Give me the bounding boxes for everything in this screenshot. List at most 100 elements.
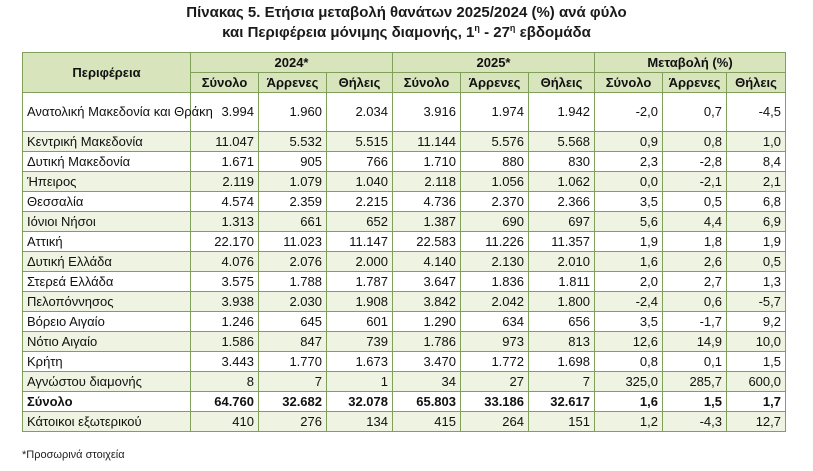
value-cell: 11.047: [190, 131, 259, 152]
value-cell: 2.010: [528, 251, 595, 272]
value-cell: 0,0: [594, 171, 663, 192]
value-cell: 3.916: [392, 92, 461, 132]
value-cell: 1,9: [594, 231, 663, 252]
region-name-cell: Κάτοικοι εξωτερικού: [22, 411, 191, 432]
header-2024-total: Σύνολο: [190, 72, 259, 93]
value-cell: 0,1: [662, 351, 727, 372]
value-cell: 1.246: [190, 311, 259, 332]
value-cell: 5.576: [460, 131, 529, 152]
value-cell: 5.568: [528, 131, 595, 152]
value-cell: 1.800: [528, 291, 595, 312]
value-cell: 656: [528, 311, 595, 332]
value-cell: 8,4: [726, 151, 786, 172]
table-row: Κρήτη 3.443 1.770 1.673 3.470 1.772 1.698 0,8 0,…: [22, 351, 786, 372]
value-cell: 264: [460, 411, 529, 432]
title-superscript-2: η: [509, 23, 516, 33]
value-cell: 0,6: [662, 291, 727, 312]
value-cell: 1.040: [326, 171, 393, 192]
table-row: Δυτική Ελλάδα 4.076 2.076 2.000 4.140 2.130 2.…: [22, 251, 786, 272]
table-row: Δυτική Μακεδονία 1.671 905 766 1.710 880 830 2,…: [22, 151, 786, 172]
value-cell: 32.617: [528, 391, 595, 412]
value-cell: 1.673: [326, 351, 393, 372]
table-title-line-2: και Περιφέρεια μόνιμης διαμονής, 1η - 27…: [0, 23, 813, 43]
region-name-cell: Ιόνιοι Νήσοι: [22, 211, 191, 232]
region-name-cell: Θεσσαλία: [22, 191, 191, 212]
value-cell: 415: [392, 411, 461, 432]
value-cell: 1.786: [392, 331, 461, 352]
value-cell: 9,2: [726, 311, 786, 332]
value-cell: 601: [326, 311, 393, 332]
region-name-cell: Δυτική Ελλάδα: [22, 251, 191, 272]
table-row: Νότιο Αιγαίο 1.586 847 739 1.786 973 813 12,6 14…: [22, 331, 786, 352]
title-superscript-1: η: [474, 23, 480, 33]
title-line-2-mid: - 27: [479, 24, 510, 41]
value-cell: 0,9: [594, 131, 663, 152]
value-cell: 3.842: [392, 291, 461, 312]
table-row: Αττική 22.170 11.023 11.147 22.583 11.226 11.3…: [22, 231, 786, 252]
value-cell: 11.144: [392, 131, 461, 152]
value-cell: 1.710: [392, 151, 461, 172]
value-cell: 65.803: [392, 391, 461, 412]
value-cell: 11.147: [326, 231, 393, 252]
value-cell: 3,5: [594, 191, 663, 212]
value-cell: 11.023: [258, 231, 327, 252]
header-2024-female: Θήλεις: [326, 72, 393, 93]
table-row: Ανατολική Μακεδονία και Θράκη 3.994 1.960 2…: [22, 92, 786, 132]
value-cell: 285,7: [662, 371, 727, 392]
value-cell: 64.760: [190, 391, 259, 412]
table-row-total: Σύνολο 64.760 32.682 32.078 65.803 33.186 32.6…: [22, 391, 786, 412]
title-line-2-prefix: και Περιφέρεια μόνιμης διαμονής, 1: [222, 24, 475, 41]
value-cell: -2,8: [662, 151, 727, 172]
value-cell: 1,5: [726, 351, 786, 372]
table-row: Πελοπόννησος 3.938 2.030 1.908 3.842 2.042 1.8…: [22, 291, 786, 312]
value-cell: 0,5: [662, 191, 727, 212]
region-name-cell: Κεντρική Μακεδονία: [22, 131, 191, 152]
value-cell: 5.532: [258, 131, 327, 152]
value-cell: 2,7: [662, 271, 727, 292]
value-cell: 847: [258, 331, 327, 352]
value-cell: 10,0: [726, 331, 786, 352]
value-cell: 600,0: [726, 371, 786, 392]
value-cell: 1.290: [392, 311, 461, 332]
value-cell: 4,4: [662, 211, 727, 232]
value-cell: 1.772: [460, 351, 529, 372]
value-cell: -2,0: [594, 92, 663, 132]
region-name-cell: Βόρειο Αιγαίο: [22, 311, 191, 332]
value-cell: 634: [460, 311, 529, 332]
table-row: Ιόνιοι Νήσοι 1.313 661 652 1.387 690 697 5,6 4,4…: [22, 211, 786, 232]
value-cell: 2.030: [258, 291, 327, 312]
value-cell: 905: [258, 151, 327, 172]
value-cell: 3,5: [594, 311, 663, 332]
value-cell: 1.313: [190, 211, 259, 232]
value-cell: 2.119: [190, 171, 259, 192]
value-cell: 2.000: [326, 251, 393, 272]
header-row-groups: Περιφέρεια 2024* 2025* Μεταβολή (%): [22, 52, 786, 93]
value-cell: 1,0: [726, 131, 786, 152]
table-row: Κάτοικοι εξωτερικού 410 276 134 415 264 151 1,2…: [22, 411, 786, 432]
value-cell: 1.908: [326, 291, 393, 312]
region-name-cell: Ανατολική Μακεδονία και Θράκη: [22, 92, 213, 132]
value-cell: 134: [326, 411, 393, 432]
value-cell: 12,6: [594, 331, 663, 352]
value-cell: 2.034: [326, 92, 393, 132]
table-title-line-1: Πίνακας 5. Ετήσια μεταβολή θανάτων 2025/…: [186, 4, 627, 21]
header-group-change: Μεταβολή (%): [594, 52, 786, 73]
value-cell: 1.836: [460, 271, 529, 292]
value-cell: 2.215: [326, 191, 393, 212]
value-cell: 0,8: [662, 131, 727, 152]
value-cell: 11.226: [460, 231, 529, 252]
value-cell: 151: [528, 411, 595, 432]
value-cell: 1.387: [392, 211, 461, 232]
value-cell: 2.042: [460, 291, 529, 312]
value-cell: 27: [460, 371, 529, 392]
value-cell: -5,7: [726, 291, 786, 312]
region-name-cell: Νότιο Αιγαίο: [22, 331, 191, 352]
region-name-cell: Ήπειρος: [22, 171, 191, 192]
table-row: Βόρειο Αιγαίο 1.246 645 601 1.290 634 656 3,5 -1…: [22, 311, 786, 332]
value-cell: 1,7: [726, 391, 786, 412]
value-cell: 2.130: [460, 251, 529, 272]
value-cell: 325,0: [594, 371, 663, 392]
value-cell: 813: [528, 331, 595, 352]
header-2025-female: Θήλεις: [528, 72, 595, 93]
region-name-cell: Αττική: [22, 231, 191, 252]
